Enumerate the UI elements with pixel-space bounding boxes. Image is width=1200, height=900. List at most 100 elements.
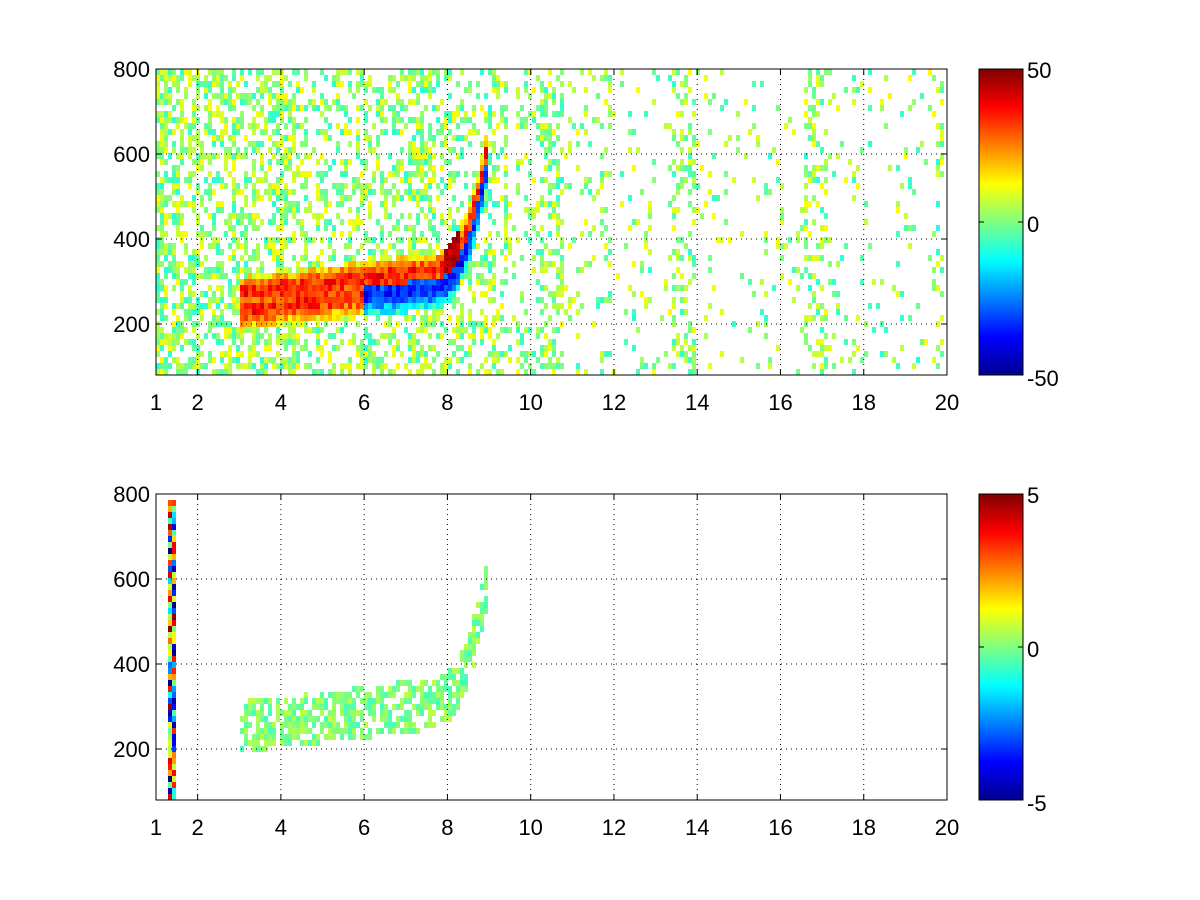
heatmap-cell: [224, 99, 228, 105]
heatmap-cell: [316, 357, 320, 363]
heatmap-cell: [220, 207, 224, 213]
heatmap-cell: [276, 195, 280, 201]
heatmap-cell: [464, 243, 468, 249]
heatmap-cell: [368, 273, 372, 279]
heatmap-cell: [296, 728, 300, 734]
heatmap-cell: [452, 668, 456, 674]
heatmap-cell: [544, 99, 548, 105]
heatmap-cell: [232, 291, 236, 297]
heatmap-cell: [832, 171, 836, 177]
heatmap-cell: [228, 279, 232, 285]
heatmap-cell: [296, 219, 300, 225]
heatmap-cell: [396, 261, 400, 267]
heatmap-cell: [428, 225, 432, 231]
heatmap-cell: [600, 219, 604, 225]
heatmap-cell: [780, 213, 784, 219]
heatmap-cell: [680, 165, 684, 171]
heatmap-cell: [708, 189, 712, 195]
heatmap-cell: [208, 171, 212, 177]
heatmap-cell: [244, 147, 248, 153]
heatmap-cell: [704, 333, 708, 339]
heatmap-cell: [388, 261, 392, 267]
heatmap-cell: [188, 363, 192, 369]
heatmap-cell: [436, 279, 440, 285]
heatmap-cell: [536, 279, 540, 285]
heatmap-cell: [440, 219, 444, 225]
heatmap-cell: [400, 351, 404, 357]
heatmap-cell: [472, 626, 476, 632]
heatmap-cell: [340, 315, 344, 321]
heatmap-cell: [484, 147, 488, 153]
heatmap-cell: [352, 698, 356, 704]
heatmap-cell: [384, 303, 388, 309]
heatmap-cell: [228, 93, 232, 99]
heatmap-cell: [192, 291, 196, 297]
heatmap-cell: [204, 189, 208, 195]
heatmap-cell: [452, 261, 456, 267]
heatmap-cell: [348, 357, 352, 363]
heatmap-cell: [344, 285, 348, 291]
heatmap-cell: [328, 123, 332, 129]
heatmap-cell: [544, 129, 548, 135]
heatmap-cell: [460, 345, 464, 351]
heatmap-cell: [380, 698, 384, 704]
heatmap-cell: [196, 273, 200, 279]
heatmap-cell: [312, 261, 316, 267]
heatmap-cell: [440, 153, 444, 159]
heatmap-cell: [164, 117, 168, 123]
heatmap-cell: [156, 291, 160, 297]
heatmap-cell: [288, 117, 292, 123]
heatmap-cell: [540, 345, 544, 351]
heatmap-cell: [552, 345, 556, 351]
heatmap-cell: [400, 291, 404, 297]
heatmap-cell: [168, 788, 172, 794]
heatmap-cell: [164, 99, 168, 105]
heatmap-cell: [860, 357, 864, 363]
heatmap-cell: [308, 279, 312, 285]
heatmap-cell: [264, 243, 268, 249]
heatmap-cell: [452, 195, 456, 201]
heatmap-cell: [200, 273, 204, 279]
heatmap-cell: [672, 273, 676, 279]
heatmap-cell: [224, 183, 228, 189]
heatmap-cell: [820, 369, 824, 375]
heatmap-cell: [464, 225, 468, 231]
heatmap-cell: [556, 75, 560, 81]
heatmap-cell: [484, 315, 488, 321]
heatmap-cell: [168, 728, 172, 734]
heatmap-cell: [768, 189, 772, 195]
heatmap-cell: [292, 141, 296, 147]
heatmap-cell: [524, 327, 528, 333]
heatmap-cell: [332, 267, 336, 273]
heatmap-cell: [724, 219, 728, 225]
heatmap-cell: [936, 345, 940, 351]
heatmap-cell: [428, 722, 432, 728]
heatmap-cell: [260, 297, 264, 303]
heatmap-cell: [204, 123, 208, 129]
heatmap-cell: [348, 159, 352, 165]
heatmap-cell: [436, 315, 440, 321]
heatmap-cell: [168, 650, 172, 656]
heatmap-cell: [812, 129, 816, 135]
heatmap-cell: [416, 357, 420, 363]
heatmap-cell: [452, 177, 456, 183]
heatmap-cell: [584, 177, 588, 183]
heatmap-cell: [420, 165, 424, 171]
heatmap-cell: [476, 81, 480, 87]
heatmap-cell: [492, 261, 496, 267]
heatmap-cell: [276, 147, 280, 153]
heatmap-cell: [184, 267, 188, 273]
heatmap-cell: [364, 189, 368, 195]
heatmap-cell: [492, 219, 496, 225]
heatmap-cell: [496, 357, 500, 363]
heatmap-cell: [172, 357, 176, 363]
heatmap-cell: [712, 93, 716, 99]
heatmap-cell: [232, 213, 236, 219]
heatmap-cell: [652, 363, 656, 369]
heatmap-cell: [560, 81, 564, 87]
heatmap-cell: [444, 674, 448, 680]
heatmap-cell: [460, 153, 464, 159]
heatmap-cell: [856, 183, 860, 189]
heatmap-cell: [356, 722, 360, 728]
heatmap-cell: [236, 327, 240, 333]
